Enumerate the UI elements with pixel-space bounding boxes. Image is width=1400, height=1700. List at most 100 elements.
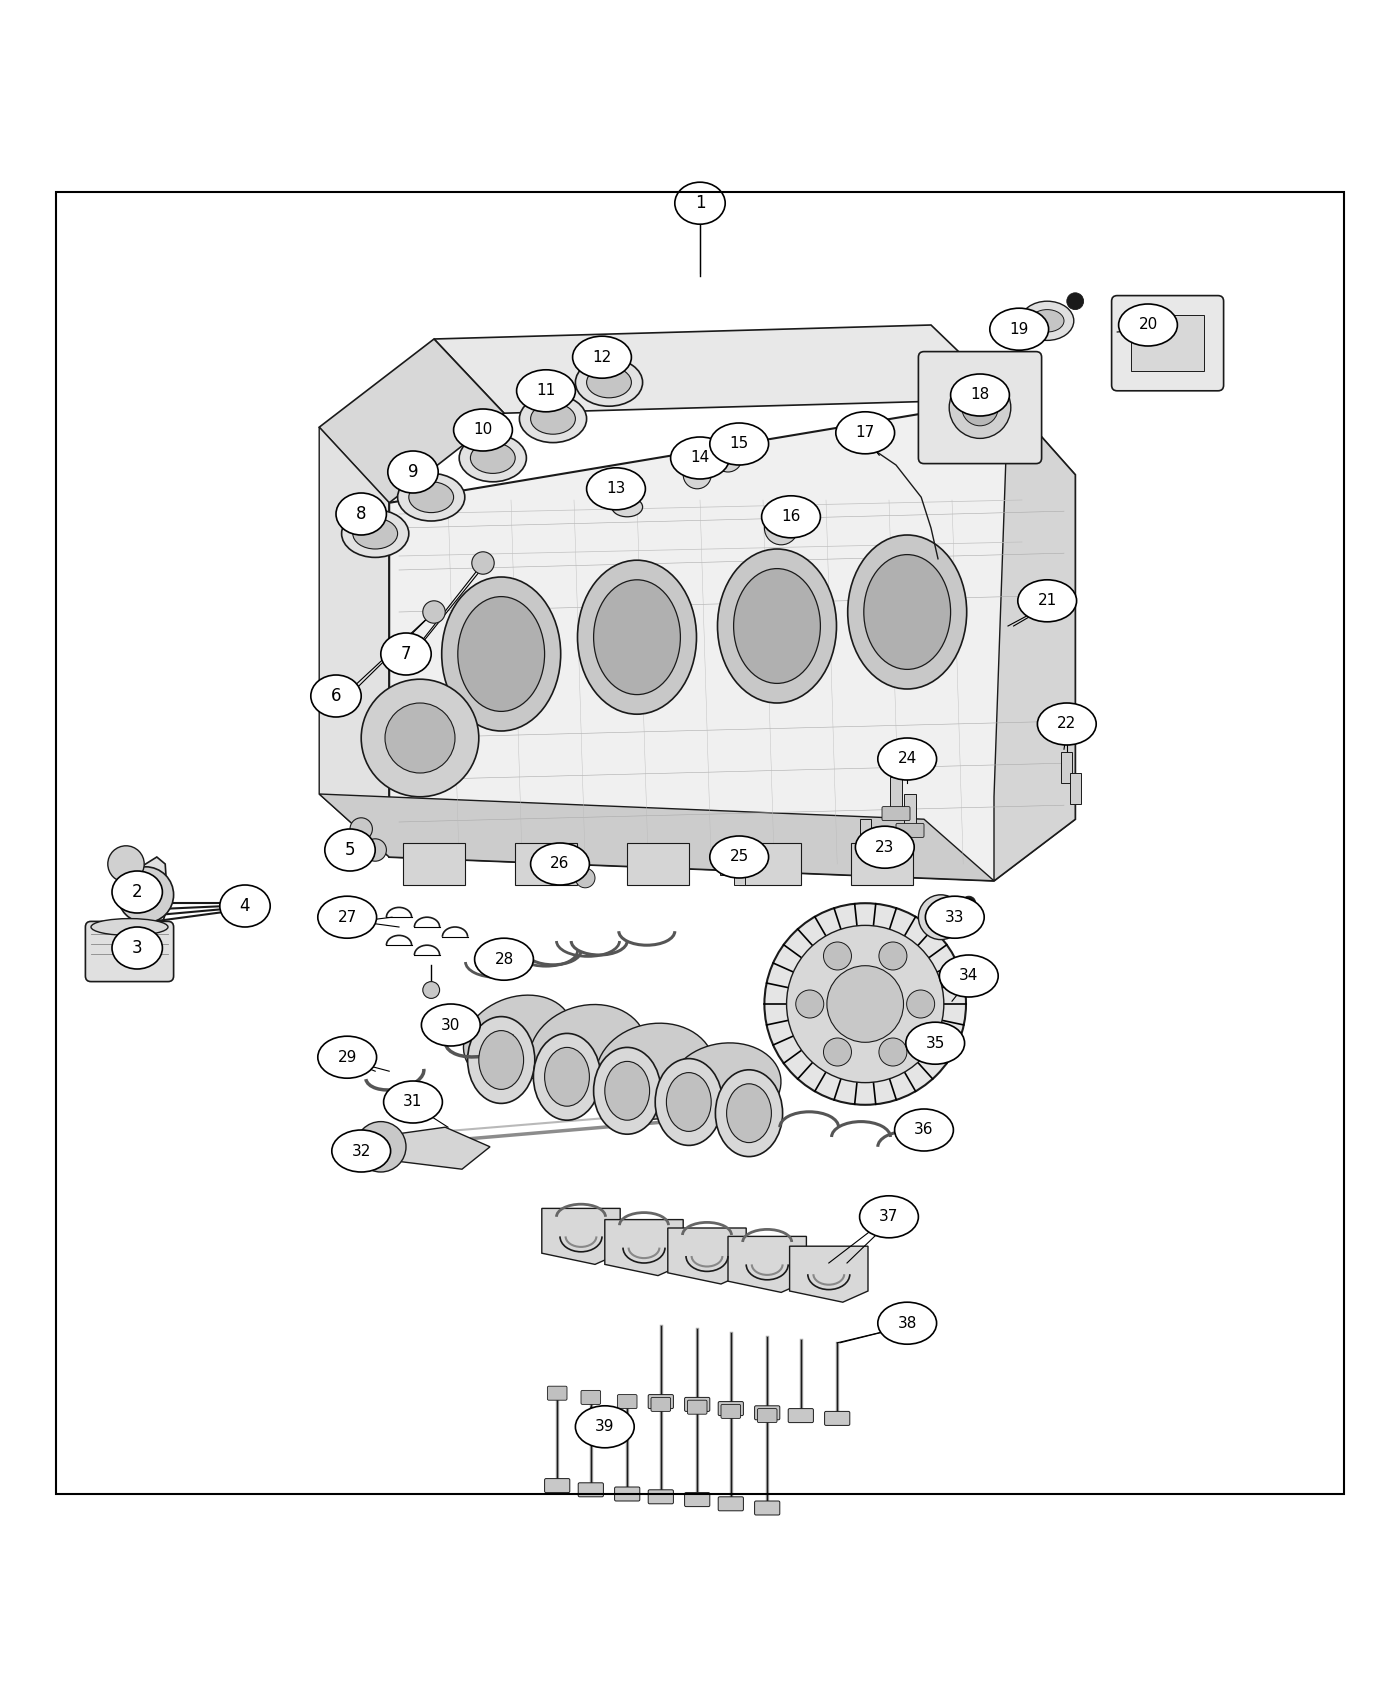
Text: 12: 12 [592,350,612,366]
FancyBboxPatch shape [687,1401,707,1414]
Ellipse shape [587,367,631,398]
FancyBboxPatch shape [578,1482,603,1496]
Ellipse shape [459,434,526,481]
Text: 37: 37 [879,1209,899,1224]
Ellipse shape [479,1030,524,1090]
Text: 32: 32 [351,1144,371,1158]
Text: 7: 7 [400,644,412,663]
Ellipse shape [895,1108,953,1151]
FancyBboxPatch shape [648,1489,673,1504]
Text: 31: 31 [403,1095,423,1110]
Circle shape [356,1122,406,1171]
Circle shape [962,389,998,425]
Ellipse shape [463,994,573,1083]
Circle shape [787,925,944,1083]
Text: 5: 5 [344,842,356,858]
Bar [739,843,801,886]
FancyBboxPatch shape [882,806,910,821]
Circle shape [907,989,935,1018]
Ellipse shape [727,1085,771,1142]
Ellipse shape [855,826,914,869]
FancyBboxPatch shape [617,1394,637,1409]
Ellipse shape [325,830,375,870]
Text: 39: 39 [595,1420,615,1435]
FancyBboxPatch shape [755,1501,780,1515]
Ellipse shape [675,182,725,224]
Ellipse shape [655,1059,722,1146]
Ellipse shape [475,938,533,981]
Polygon shape [994,400,1075,881]
Bar [860,819,871,850]
Polygon shape [319,338,504,503]
Bar [515,843,577,886]
Bar [627,843,689,886]
Ellipse shape [545,1047,589,1107]
Text: 13: 13 [606,481,626,496]
Ellipse shape [951,374,1009,416]
Text: 34: 34 [959,969,979,984]
Polygon shape [389,400,1075,881]
Ellipse shape [220,886,270,927]
Ellipse shape [454,410,512,450]
FancyBboxPatch shape [755,1406,780,1419]
FancyBboxPatch shape [718,1496,743,1511]
Ellipse shape [718,549,837,704]
Text: 9: 9 [407,462,419,481]
Text: 27: 27 [337,910,357,925]
Bar [720,847,731,876]
Circle shape [130,879,161,910]
Ellipse shape [906,1022,965,1064]
Bar [1070,774,1081,804]
Circle shape [764,512,798,544]
Text: 11: 11 [536,382,556,398]
Ellipse shape [529,1005,647,1102]
Ellipse shape [470,442,515,473]
Polygon shape [542,1209,620,1265]
Ellipse shape [762,496,820,537]
Ellipse shape [710,423,769,466]
Circle shape [575,869,595,887]
Polygon shape [434,325,1008,413]
Text: 6: 6 [330,687,342,706]
FancyBboxPatch shape [547,1386,567,1401]
Circle shape [108,847,144,882]
Bar [876,836,888,867]
Text: 20: 20 [1138,318,1158,333]
Polygon shape [123,857,168,932]
Ellipse shape [1021,301,1074,340]
Circle shape [795,989,823,1018]
Circle shape [118,867,174,923]
FancyBboxPatch shape [718,1401,743,1416]
Circle shape [1067,292,1084,309]
FancyBboxPatch shape [918,352,1042,464]
Bar [904,794,916,830]
Circle shape [683,461,711,490]
Ellipse shape [734,568,820,683]
Circle shape [547,852,573,877]
Ellipse shape [605,1061,650,1120]
Ellipse shape [671,437,729,479]
Bar [734,857,745,886]
Ellipse shape [666,1073,711,1132]
Ellipse shape [878,1302,937,1345]
Ellipse shape [398,473,465,520]
Ellipse shape [575,359,643,406]
Ellipse shape [587,468,645,510]
Circle shape [361,680,479,797]
Text: 23: 23 [875,840,895,855]
Ellipse shape [594,1047,661,1134]
Text: 8: 8 [356,505,367,524]
Circle shape [823,942,851,971]
Circle shape [962,896,976,910]
Circle shape [423,600,445,624]
FancyBboxPatch shape [685,1493,710,1506]
Ellipse shape [332,1130,391,1171]
Polygon shape [790,1246,868,1302]
Text: 25: 25 [729,850,749,865]
Bar [1061,751,1072,782]
Ellipse shape [468,1017,535,1103]
FancyBboxPatch shape [896,823,924,838]
Circle shape [385,704,455,774]
Circle shape [879,1039,907,1066]
Polygon shape [728,1236,806,1292]
